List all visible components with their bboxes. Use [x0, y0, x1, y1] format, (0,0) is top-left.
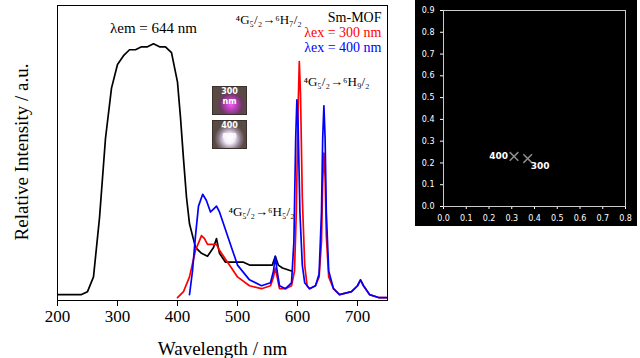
svg-text:⁴G₅/₂→⁶H₇/₂: ⁴G₅/₂→⁶H₇/₂: [236, 12, 302, 27]
svg-text:200: 200: [45, 307, 71, 326]
svg-text:700: 700: [345, 307, 371, 326]
svg-text:Wavelength / nm: Wavelength / nm: [158, 338, 288, 358]
svg-text:0.4: 0.4: [528, 214, 541, 223]
svg-text:⁴G₅/₂→⁶H₅/₂: ⁴G₅/₂→⁶H₅/₂: [228, 204, 294, 219]
svg-text:λem = 644 nm: λem = 644 nm: [110, 20, 197, 36]
svg-text:λex = 400 nm: λex = 400 nm: [304, 40, 381, 55]
svg-text:⁴G₅/₂→⁶H₉/₂: ⁴G₅/₂→⁶H₉/₂: [303, 74, 369, 89]
svg-text:0.8: 0.8: [619, 214, 632, 223]
svg-text:0.1: 0.1: [422, 180, 435, 189]
svg-text:600: 600: [285, 307, 311, 326]
svg-text:0.0: 0.0: [437, 214, 450, 223]
svg-text:λex = 300 nm: λex = 300 nm: [304, 25, 381, 40]
svg-text:400: 400: [165, 307, 191, 326]
html-text:400 nm: 400 nm: [221, 121, 238, 140]
svg-text:0.3: 0.3: [422, 137, 435, 146]
svg-text:0.6: 0.6: [574, 214, 587, 223]
svg-text:0.5: 0.5: [422, 93, 435, 102]
svg-text:0.7: 0.7: [596, 214, 609, 223]
svg-text:0.1: 0.1: [460, 214, 473, 223]
html-text:300 nm: 300 nm: [221, 87, 238, 106]
svg-text:300: 300: [531, 161, 550, 171]
svg-text:0.7: 0.7: [422, 50, 435, 59]
svg-text:400: 400: [489, 151, 508, 161]
svg-text:0.8: 0.8: [422, 28, 435, 37]
svg-text:0.6: 0.6: [422, 71, 435, 80]
svg-text:0.3: 0.3: [505, 214, 518, 223]
html-text:Relative Intensity / a.u.: Relative Intensity / a.u.: [11, 63, 32, 241]
svg-text:300: 300: [105, 307, 131, 326]
svg-text:0.2: 0.2: [422, 159, 435, 168]
svg-text:0.9: 0.9: [422, 6, 435, 15]
svg-text:0.2: 0.2: [483, 214, 496, 223]
svg-text:0.0: 0.0: [422, 202, 435, 211]
svg-text:0.5: 0.5: [551, 214, 564, 223]
svg-text:0.4: 0.4: [422, 115, 435, 124]
svg-text:500: 500: [225, 307, 251, 326]
svg-text:Sm-MOF: Sm-MOF: [328, 10, 382, 25]
